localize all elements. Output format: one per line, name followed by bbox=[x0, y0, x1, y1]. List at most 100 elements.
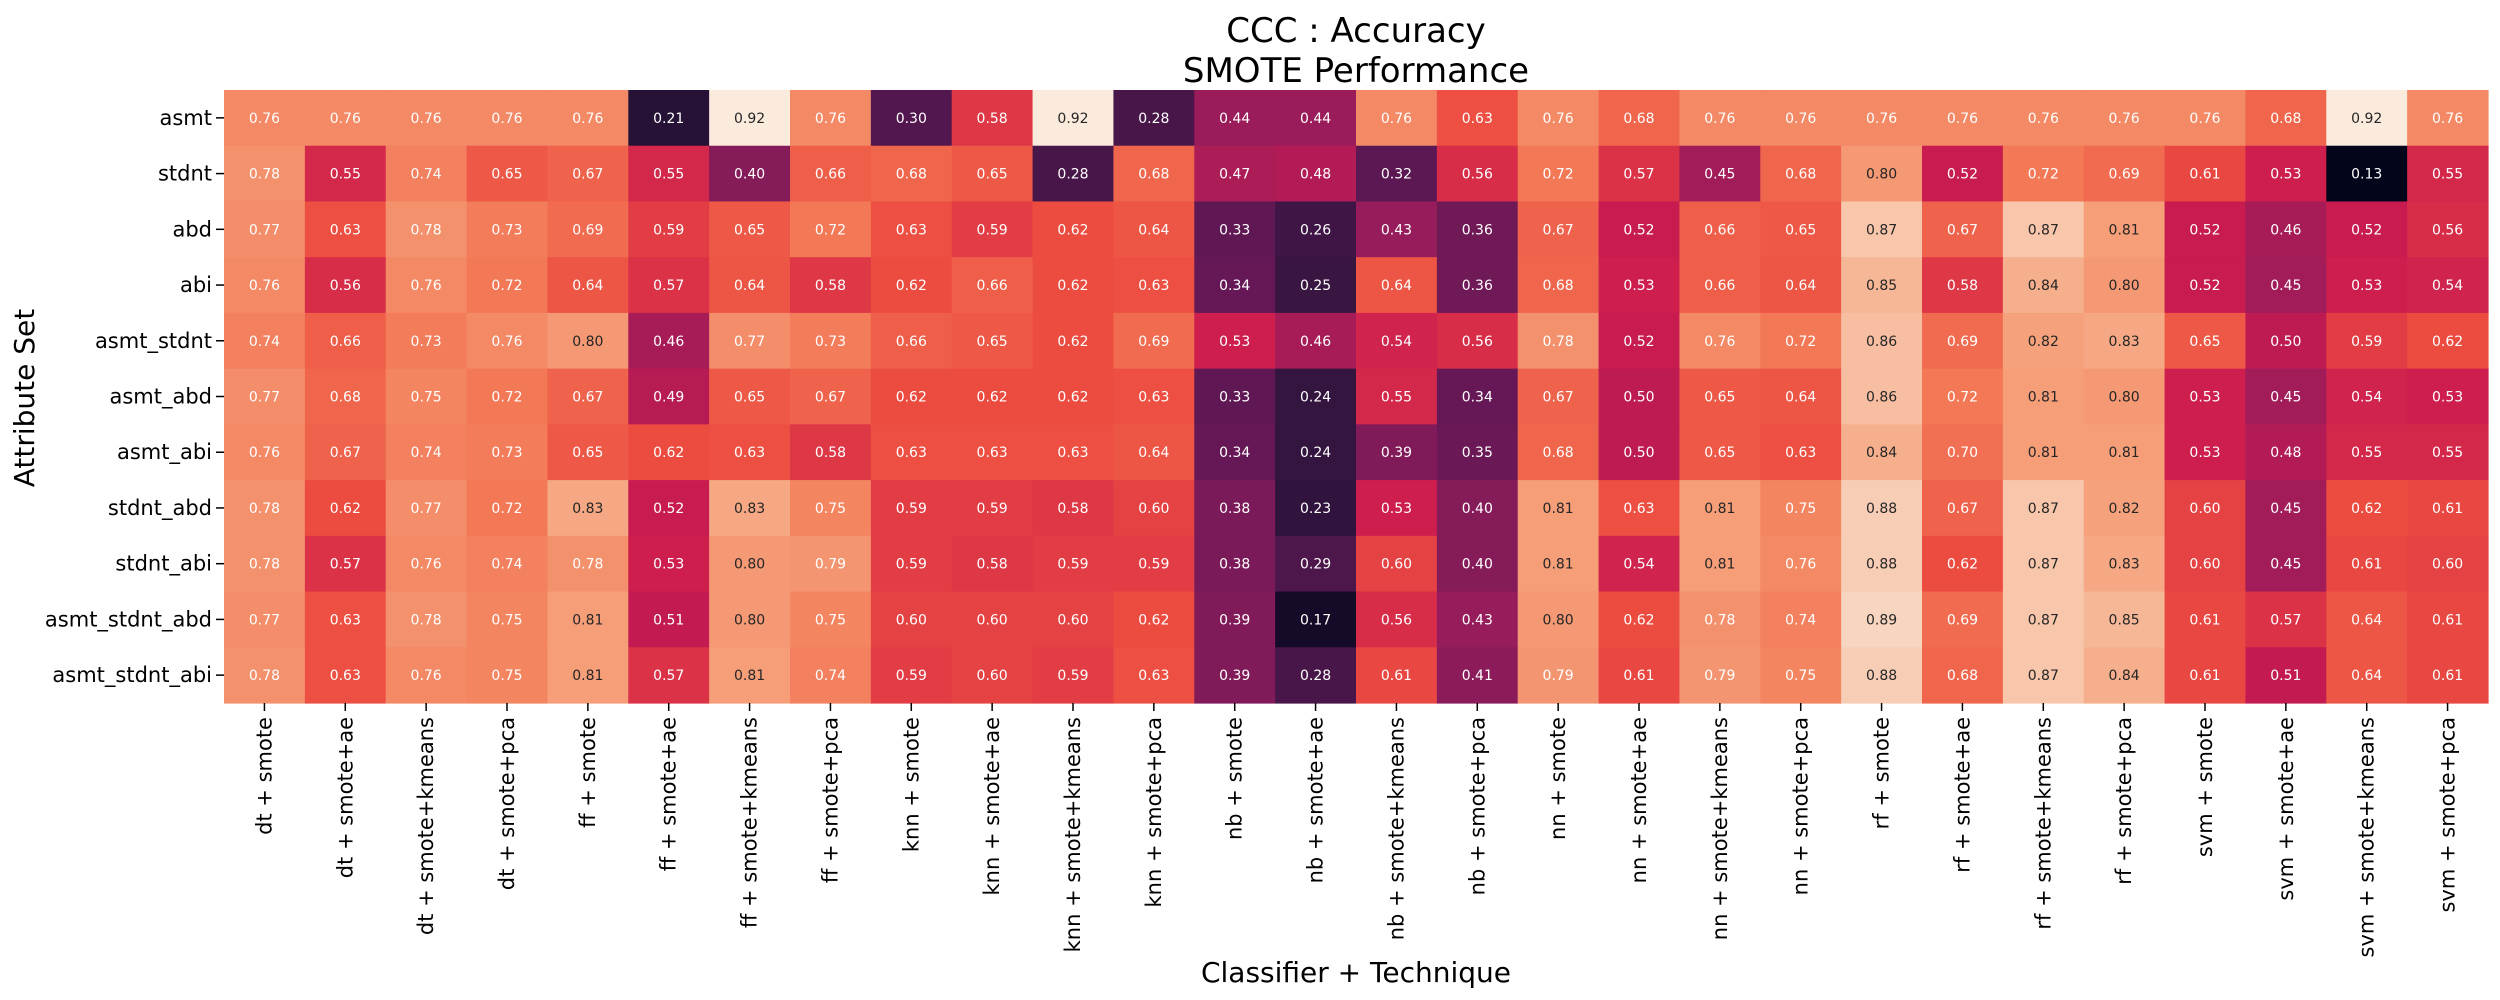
heatmap-cell bbox=[466, 424, 549, 481]
heatmap-cell bbox=[2002, 201, 2085, 258]
cell-value-label: 0.62 bbox=[1623, 612, 1654, 628]
cell-value-label: 0.65 bbox=[1785, 222, 1816, 238]
cell-value-label: 0.92 bbox=[734, 111, 765, 127]
cell-value-label: 0.83 bbox=[572, 501, 603, 517]
heatmap-cell bbox=[1436, 90, 1519, 147]
column-label: ff + smote+pca bbox=[818, 717, 842, 883]
heatmap-cell bbox=[2326, 312, 2408, 370]
column-label: dt + smote+kmeans bbox=[414, 717, 438, 935]
cell-value-label: 0.72 bbox=[2028, 167, 2059, 183]
cell-value-label: 0.62 bbox=[896, 390, 927, 406]
heatmap-cell bbox=[304, 90, 387, 147]
cell-value-label: 0.60 bbox=[1057, 612, 1088, 628]
heatmap-cell bbox=[2326, 201, 2408, 258]
cell-value-label: 0.80 bbox=[2109, 278, 2140, 294]
heatmap-cell bbox=[2326, 424, 2408, 481]
cell-value-label: 0.76 bbox=[815, 111, 846, 127]
cell-value-label: 0.72 bbox=[1947, 390, 1978, 406]
heatmap-cell bbox=[224, 312, 306, 370]
heatmap-cell bbox=[1194, 647, 1276, 704]
heatmap-cell bbox=[870, 257, 953, 314]
cell-value-label: 0.72 bbox=[1543, 167, 1574, 183]
cell-value-label: 0.61 bbox=[2189, 668, 2220, 684]
heatmap-cell bbox=[1275, 535, 1357, 593]
cell-value-label: 0.73 bbox=[815, 334, 846, 350]
cell-value-label: 0.17 bbox=[1300, 612, 1331, 628]
heatmap-cell bbox=[790, 257, 872, 314]
cell-value-label: 0.40 bbox=[1462, 501, 1493, 517]
heatmap-cell bbox=[1841, 257, 1923, 314]
heatmap-cell bbox=[1598, 647, 1681, 704]
cell-value-label: 0.63 bbox=[330, 668, 361, 684]
cell-value-label: 0.76 bbox=[249, 111, 280, 127]
heatmap-cell bbox=[1356, 480, 1438, 537]
heatmap-cell bbox=[304, 145, 387, 203]
cell-value-label: 0.56 bbox=[2432, 222, 2463, 238]
heatmap-cell bbox=[2002, 145, 2085, 203]
heatmap-cell bbox=[1194, 90, 1276, 147]
cell-value-label: 0.57 bbox=[653, 668, 684, 684]
cell-value-label: 0.65 bbox=[1704, 390, 1735, 406]
heatmap-cell bbox=[466, 90, 549, 147]
cell-value-label: 0.69 bbox=[1947, 334, 1978, 350]
heatmap-cell bbox=[870, 424, 953, 481]
heatmap-cell bbox=[1922, 145, 2004, 203]
heatmap-cell bbox=[1760, 201, 1842, 258]
heatmap-cell bbox=[709, 257, 791, 314]
cell-value-label: 0.59 bbox=[653, 222, 684, 238]
cell-value-label: 0.62 bbox=[2351, 501, 2382, 517]
cell-value-label: 0.65 bbox=[977, 167, 1008, 183]
heatmap-cell bbox=[2326, 480, 2408, 537]
heatmap-cell bbox=[2326, 535, 2408, 593]
cell-value-label: 0.62 bbox=[2432, 334, 2463, 350]
cell-value-label: 0.78 bbox=[572, 557, 603, 573]
heatmap-cell bbox=[2164, 257, 2247, 314]
cell-value-label: 0.55 bbox=[2351, 445, 2382, 461]
column-label: nn + smote+ae bbox=[1627, 717, 1651, 883]
heatmap-cell bbox=[2002, 312, 2085, 370]
cell-value-label: 0.34 bbox=[1219, 445, 1250, 461]
cell-value-label: 0.61 bbox=[2432, 612, 2463, 628]
heatmap-cell bbox=[1113, 480, 1195, 537]
cell-value-label: 0.62 bbox=[1057, 334, 1088, 350]
cell-value-label: 0.87 bbox=[1866, 222, 1897, 238]
cell-value-label: 0.63 bbox=[1138, 668, 1169, 684]
cell-value-label: 0.57 bbox=[1623, 167, 1654, 183]
cell-value-label: 0.64 bbox=[1138, 222, 1169, 238]
cell-value-label: 0.79 bbox=[815, 557, 846, 573]
column-label: knn + smote+ae bbox=[980, 717, 1004, 896]
cell-value-label: 0.64 bbox=[572, 278, 603, 294]
cell-value-label: 0.76 bbox=[411, 557, 442, 573]
column-label: nn + smote bbox=[1546, 717, 1570, 840]
cell-value-label: 0.76 bbox=[491, 111, 522, 127]
heatmap-cell bbox=[1113, 201, 1195, 258]
column-label: rf + smote+kmeans bbox=[2031, 717, 2055, 930]
y-axis-label: Attribute Set bbox=[8, 309, 41, 488]
heatmap-cell bbox=[2245, 201, 2327, 258]
cell-value-label: 0.58 bbox=[977, 111, 1008, 127]
cell-value-label: 0.76 bbox=[1947, 111, 1978, 127]
heatmap-cell bbox=[224, 480, 306, 537]
heatmap-cell bbox=[1113, 145, 1195, 203]
cell-value-label: 0.64 bbox=[1785, 390, 1816, 406]
heatmap-cell bbox=[951, 480, 1034, 537]
cell-value-label: 0.78 bbox=[411, 222, 442, 238]
heatmap-cell bbox=[466, 368, 549, 425]
cell-value-label: 0.64 bbox=[2351, 668, 2382, 684]
heatmap-cell bbox=[1760, 312, 1842, 370]
heatmap-cell bbox=[304, 257, 387, 314]
cell-value-label: 0.55 bbox=[1381, 390, 1412, 406]
cell-value-label: 0.52 bbox=[2351, 222, 2382, 238]
cell-value-label: 0.83 bbox=[2109, 334, 2140, 350]
cell-value-label: 0.55 bbox=[2432, 167, 2463, 183]
cell-value-label: 0.39 bbox=[1219, 668, 1250, 684]
heatmap-cell bbox=[1598, 312, 1681, 370]
cell-value-label: 0.62 bbox=[1057, 390, 1088, 406]
cell-value-label: 0.51 bbox=[2270, 668, 2301, 684]
heatmap-cell bbox=[2164, 368, 2247, 425]
heatmap-cell bbox=[709, 145, 791, 203]
cell-value-label: 0.66 bbox=[977, 278, 1008, 294]
cell-value-label: 0.76 bbox=[411, 668, 442, 684]
cell-value-label: 0.75 bbox=[815, 612, 846, 628]
column-label: svm + smote+kmeans bbox=[2355, 717, 2379, 957]
